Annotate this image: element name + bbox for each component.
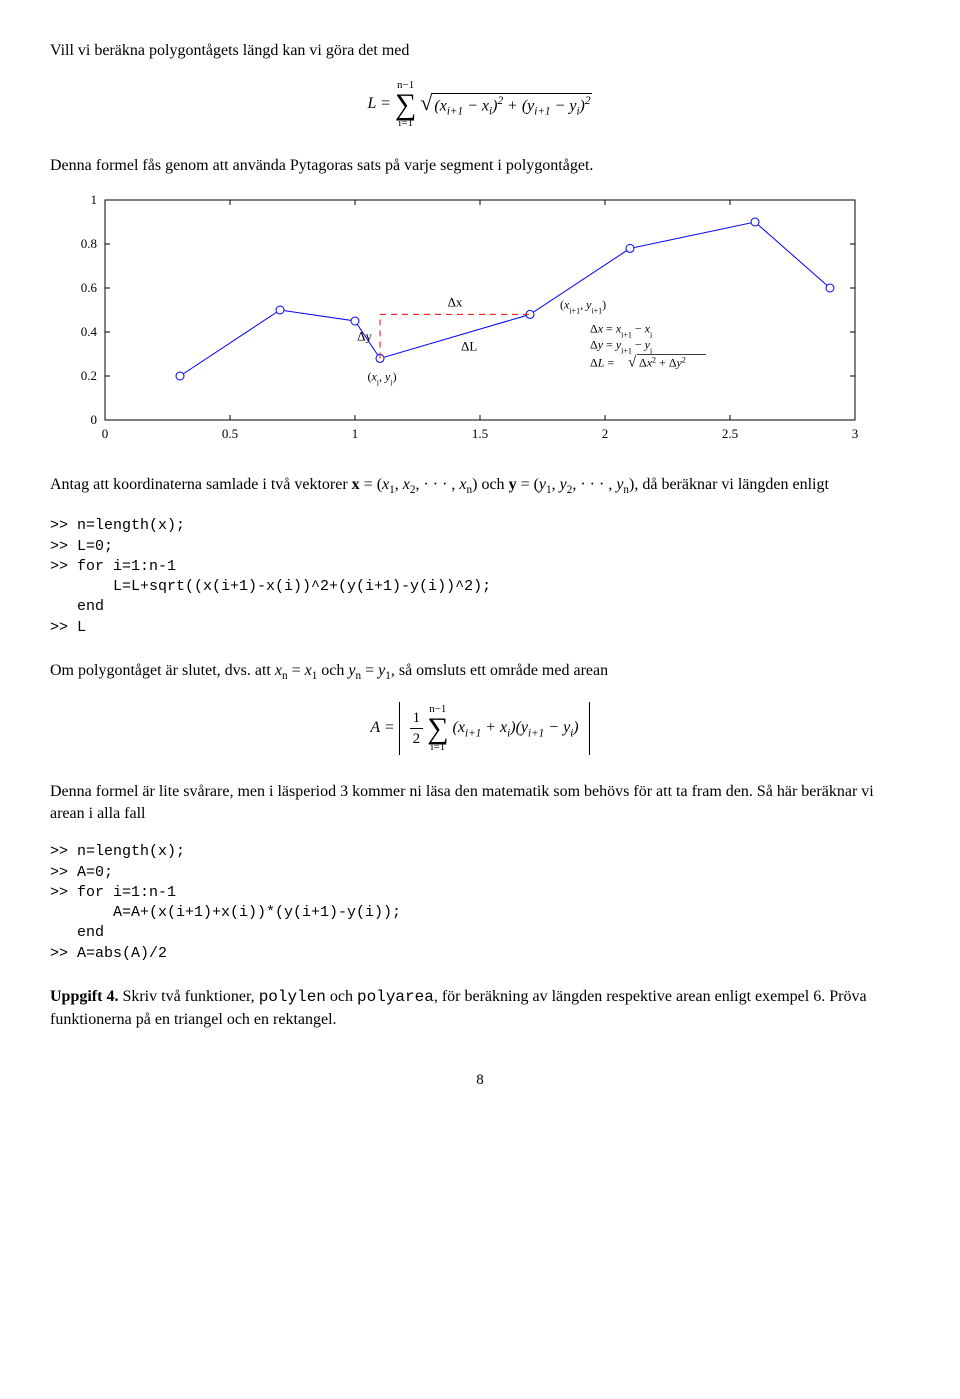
svg-text:Δy = yi+1 − yi: Δy = yi+1 − yi — [590, 338, 653, 356]
uppgift-fn2: polyarea — [357, 988, 434, 1006]
code-block-length: >> n=length(x); >> L=0; >> for i=1:n-1 L… — [50, 516, 910, 638]
intro-paragraph: Vill vi beräkna polygontågets längd kan … — [50, 40, 910, 62]
frac-num: 1 — [410, 708, 424, 729]
page-number: 8 — [50, 1070, 910, 1090]
uppgift-b: och — [326, 988, 357, 1005]
para3-c: , då beräknar vi längden enligt — [634, 476, 829, 493]
svg-text:0.5: 0.5 — [222, 426, 238, 441]
svg-text:(xi, yi): (xi, yi) — [367, 370, 396, 388]
svg-text:0: 0 — [91, 412, 98, 427]
svg-text:0.4: 0.4 — [81, 324, 98, 339]
svg-text:0: 0 — [102, 426, 109, 441]
formula1-sqrt: √(xi+1 − xi)2 + (yi+1 − yi)2 — [420, 88, 592, 119]
frac-den: 2 — [410, 729, 424, 749]
svg-text:Δy: Δy — [357, 329, 372, 344]
svg-text:Δx = xi+1 − xi: Δx = xi+1 − xi — [590, 322, 653, 340]
uppgift-label: Uppgift 4. — [50, 988, 118, 1005]
svg-text:ΔL: ΔL — [461, 339, 477, 354]
sigma-symbol2: ∑ — [427, 715, 448, 742]
formula2-abs: 1 2 n−1 ∑ i=1 (xi+1 + xi)(yi+1 − yi) — [399, 702, 590, 755]
para4: Om polygontåget är slutet, dvs. att xn =… — [50, 660, 910, 684]
svg-text:0.6: 0.6 — [81, 280, 98, 295]
svg-text:0.2: 0.2 — [81, 368, 97, 383]
svg-text:1.5: 1.5 — [472, 426, 488, 441]
para5: Denna formel är lite svårare, men i läsp… — [50, 781, 910, 824]
formula-length: L = n−1 ∑ i=1 √(xi+1 − xi)2 + (yi+1 − yi… — [50, 80, 910, 129]
para3-b: och — [477, 476, 508, 493]
uppgift-fn1: polylen — [259, 988, 326, 1006]
para4-a: Om polygontåget är slutet, dvs. att — [50, 662, 275, 679]
code-block-area: >> n=length(x); >> A=0; >> for i=1:n-1 A… — [50, 842, 910, 964]
formula1-sum: n−1 ∑ i=1 — [395, 80, 416, 129]
para2: Denna formel fås genom att använda Pytag… — [50, 155, 910, 177]
uppgift: Uppgift 4. Skriv två funktioner, polylen… — [50, 986, 910, 1030]
para3-a: Antag att koordinaterna samlade i två ve… — [50, 476, 352, 493]
svg-text:(xi+1, yi+1): (xi+1, yi+1) — [560, 298, 606, 316]
svg-text:ΔL =: ΔL = — [590, 356, 614, 370]
polyline-chart: 0 0.5 1 1.5 2 2.5 3 0 0.2 0.4 0.6 0.8 1 (xi, yi) (xi+1… — [50, 190, 910, 450]
uppgift-a: Skriv två funktioner, — [118, 988, 258, 1005]
formula2-sum: n−1 ∑ i=1 — [427, 704, 448, 753]
para3: Antag att koordinaterna samlade i två ve… — [50, 474, 910, 498]
svg-text:2: 2 — [602, 426, 609, 441]
svg-text:Δx2 + Δy2: Δx2 + Δy2 — [639, 355, 686, 370]
para4-c: , så omsluts ett område med arean — [391, 662, 608, 679]
sigma-symbol: ∑ — [395, 91, 416, 118]
para4-b: och — [317, 662, 348, 679]
formula-area: A = 1 2 n−1 ∑ i=1 (xi+1 + xi)(yi+1 − yi) — [50, 702, 910, 755]
svg-text:Δx: Δx — [448, 295, 463, 310]
formula2-lhs: A = — [370, 719, 394, 736]
svg-text:1: 1 — [91, 192, 98, 207]
svg-text:3: 3 — [852, 426, 859, 441]
svg-text:√: √ — [628, 355, 637, 371]
formula1-lhs: L = — [368, 95, 391, 112]
formula2-frac: 1 2 — [410, 708, 424, 750]
svg-text:0.8: 0.8 — [81, 236, 97, 251]
svg-text:1: 1 — [352, 426, 359, 441]
svg-text:2.5: 2.5 — [722, 426, 738, 441]
chart-svg: 0 0.5 1 1.5 2 2.5 3 0 0.2 0.4 0.6 0.8 1 (xi, yi) (xi+1… — [50, 190, 870, 450]
